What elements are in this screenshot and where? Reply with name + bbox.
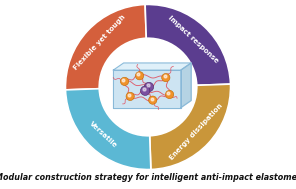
- Wedge shape: [145, 5, 231, 85]
- Circle shape: [162, 74, 170, 82]
- Text: Flexible yet tough: Flexible yet tough: [73, 14, 127, 71]
- Circle shape: [165, 90, 174, 99]
- Text: Modular construction strategy for intelligent anti-impact elastomer: Modular construction strategy for intell…: [0, 174, 296, 183]
- Text: Energy dissipation: Energy dissipation: [168, 103, 223, 161]
- Wedge shape: [150, 84, 231, 170]
- Circle shape: [144, 82, 154, 92]
- Text: Versatile: Versatile: [88, 121, 118, 149]
- Circle shape: [120, 77, 129, 85]
- Polygon shape: [113, 63, 191, 70]
- Circle shape: [141, 86, 150, 95]
- Circle shape: [126, 92, 134, 101]
- Circle shape: [149, 96, 157, 104]
- Text: Impact response: Impact response: [167, 14, 219, 64]
- Wedge shape: [65, 89, 151, 170]
- Wedge shape: [65, 5, 146, 90]
- Polygon shape: [113, 70, 181, 108]
- Polygon shape: [181, 63, 191, 108]
- Circle shape: [136, 72, 144, 80]
